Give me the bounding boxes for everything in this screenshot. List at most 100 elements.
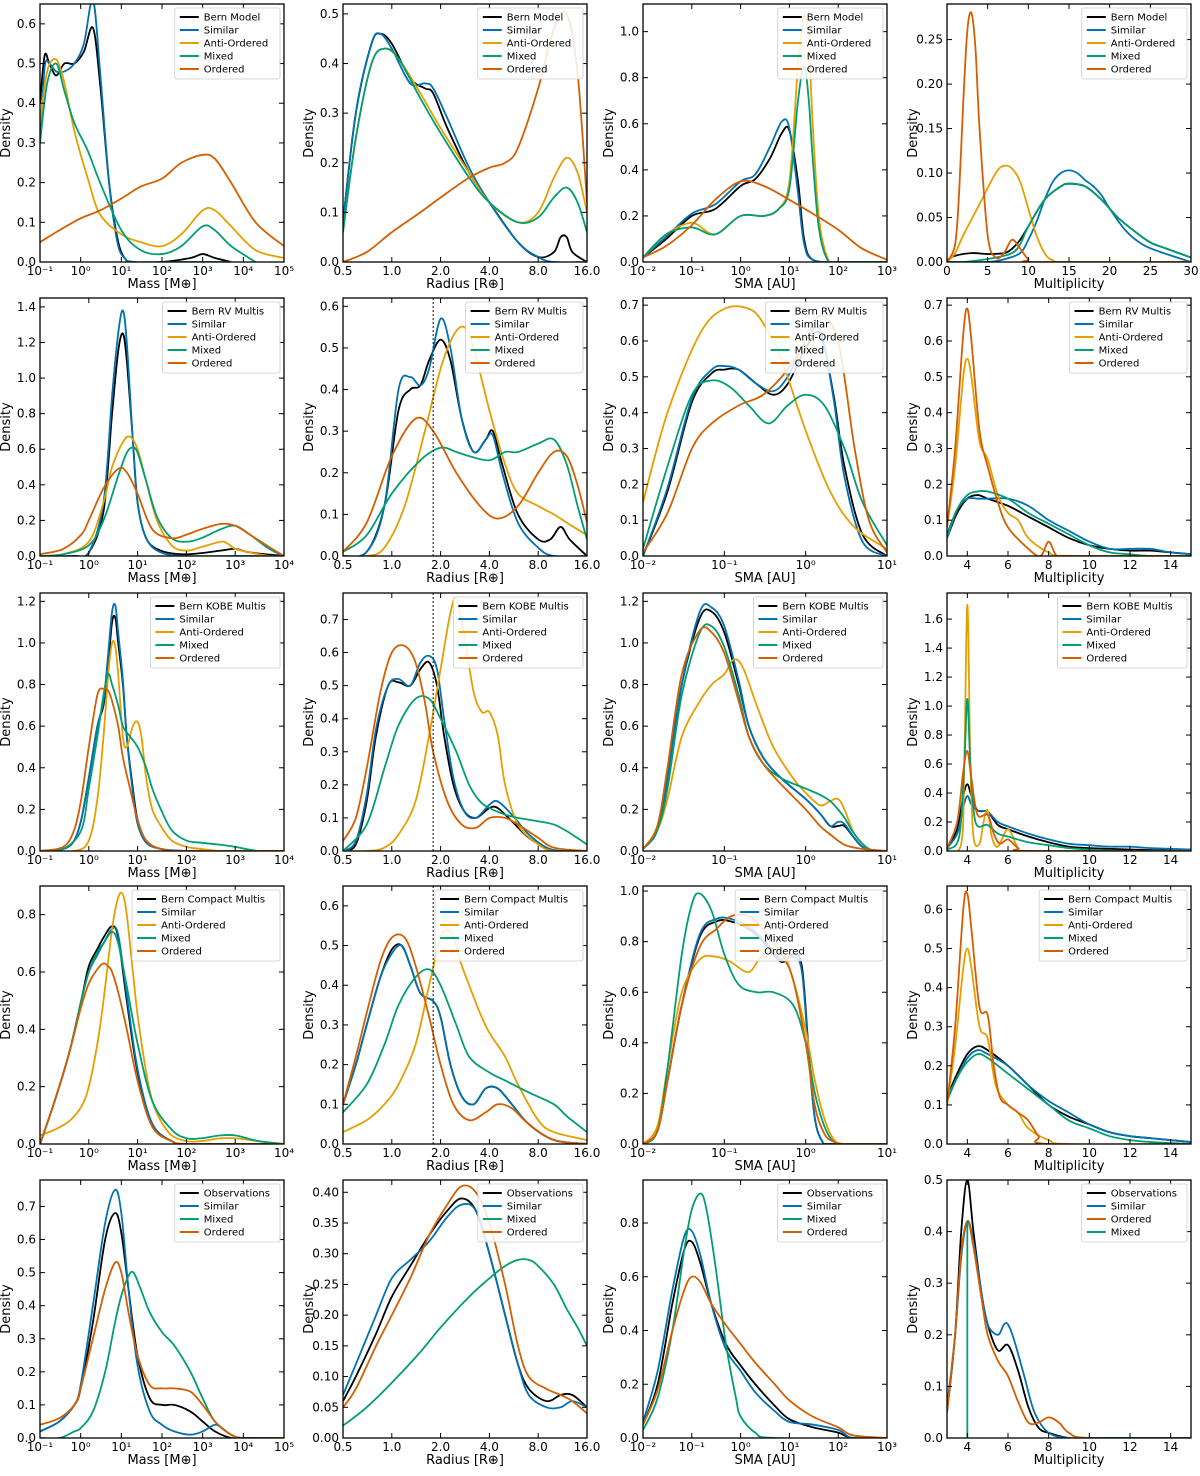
y-tick-label: 0.15 xyxy=(916,122,943,136)
x-tick-label: 16.0 xyxy=(574,1440,601,1454)
legend-box xyxy=(477,1183,584,1243)
series-line-ordered xyxy=(947,750,1191,851)
series-line-ordered xyxy=(947,890,1191,1144)
y-tick-label: 1.0 xyxy=(924,699,943,713)
axes-frame xyxy=(342,885,588,1145)
x-tick-label: 10⁰ xyxy=(796,1146,816,1160)
legend-label-similar: Similar xyxy=(204,26,240,37)
x-tick-label: 10 xyxy=(1082,853,1097,867)
legend: Bern Model Similar Anti-Ordered Mixed Ordere… xyxy=(477,7,584,80)
legend: Bern Compact Multis Similar Anti-Ordered Mi… xyxy=(734,889,884,962)
y-tick-label: 0.0 xyxy=(924,549,943,563)
y-tick-label: 0.2 xyxy=(620,209,639,223)
x-tick-label: 10¹ xyxy=(877,1146,897,1160)
x-tick-label: 16.0 xyxy=(574,853,601,867)
x-axis-label: Mass [M⊕] xyxy=(127,1453,196,1468)
y-tick-label: 0.5 xyxy=(620,370,639,384)
x-tick-label: 10⁻² xyxy=(630,853,657,867)
legend-box xyxy=(174,7,281,80)
y-tick-label: 0.5 xyxy=(924,1173,943,1187)
legend-label-ordered: Ordered xyxy=(807,65,848,76)
x-tick-label: 16.0 xyxy=(574,558,601,572)
y-tick-label: 0.4 xyxy=(620,163,639,177)
legend-label-ordered: Ordered xyxy=(161,947,202,958)
legend: Bern Model Similar Anti-Ordered Mixed Ordere… xyxy=(174,7,281,80)
chart-panel-r4c1: 0.5 1.0 2.0 4.0 8.0 16.0 0.00 0.05 0.10 0.15 0.20 0… xyxy=(302,1179,601,1468)
y-tick-label: 0.6 xyxy=(620,985,639,999)
chart-panel-r0c3: 0 5 10 15 20 25 30 0.00 0.05 0.10 0.15 0.20 0.25 Mult… xyxy=(906,3,1199,292)
y-tick-label: 0.0 xyxy=(620,1137,639,1151)
x-tick-label: 10⁵ xyxy=(274,264,294,278)
legend-label-anti-ordered: Anti-Ordered xyxy=(1068,921,1132,932)
series-line-bern-kobe-multis xyxy=(947,783,1191,851)
axes-frame xyxy=(946,1179,1192,1439)
y-axis-label: Density xyxy=(602,697,617,747)
y-tick-label: 0.5 xyxy=(924,370,943,384)
legend-label-ordered: Ordered xyxy=(204,65,245,76)
y-tick-label: 1.0 xyxy=(17,636,36,650)
legend-label-anti-ordered: Anti-Ordered xyxy=(507,39,571,50)
y-tick-label: 0.1 xyxy=(320,507,339,521)
legend-label-similar: Similar xyxy=(192,320,228,331)
legend-label-similar: Similar xyxy=(161,908,197,919)
y-tick-label: 0.8 xyxy=(17,678,36,692)
series-line-similar xyxy=(643,118,887,262)
x-tick-label: 10¹ xyxy=(779,264,799,278)
axes-frame xyxy=(342,1179,588,1439)
x-tick-label: 2.0 xyxy=(431,853,450,867)
legend-label-mixed: Mixed xyxy=(204,52,234,63)
x-axis-label: Multiplicity xyxy=(1034,1159,1105,1174)
y-tick-label: 0.4 xyxy=(620,1324,639,1338)
legend-label-ordered: Ordered xyxy=(1086,654,1127,665)
y-tick-label: 0.6 xyxy=(17,442,36,456)
y-axis-label: Density xyxy=(0,697,14,747)
series-line-similar xyxy=(343,32,587,262)
series-line-bern-rv-multis xyxy=(947,494,1191,556)
axes-frame xyxy=(642,885,888,1145)
series-line-mixed xyxy=(343,695,587,851)
y-tick-label: 0.3 xyxy=(924,1276,943,1290)
x-tick-label: 14 xyxy=(1163,853,1178,867)
y-tick-label: 0.3 xyxy=(17,136,36,150)
series-line-mixed xyxy=(643,65,887,262)
series-line-similar xyxy=(947,1049,1191,1143)
legend: Bern RV Multis Similar Anti-Ordered Mixed Or… xyxy=(1069,301,1188,374)
y-axis-label: Density xyxy=(906,697,921,747)
y-tick-label: 0.20 xyxy=(916,77,943,91)
y-tick-label: 0.2 xyxy=(17,1080,36,1094)
series-line-ordered xyxy=(947,11,1191,262)
x-axis-label: SMA [AU] xyxy=(734,866,795,881)
axes-frame xyxy=(39,297,285,557)
x-tick-label: 10³ xyxy=(193,1440,213,1454)
y-tick-label: 0.2 xyxy=(620,477,639,491)
series-line-anti-ordered xyxy=(643,948,887,1144)
chart-panel-r0c1: 0.5 1.0 2.0 4.0 8.0 16.0 0.0 0.1 0.2 0.3 0.4 0.5 Rad… xyxy=(302,3,600,292)
y-tick-label: 0.5 xyxy=(320,341,339,355)
x-tick-label: 10¹ xyxy=(111,1440,131,1454)
series-line-mixed xyxy=(643,379,887,550)
x-tick-label: 10² xyxy=(176,1146,196,1160)
y-tick-label: 0.0 xyxy=(320,549,339,563)
y-tick-label: 1.2 xyxy=(17,594,36,608)
y-tick-label: 0.1 xyxy=(620,513,639,527)
legend-label-bern-rv-multis: Bern RV Multis xyxy=(1099,307,1172,318)
x-tick-label: 0.5 xyxy=(333,264,352,278)
legend-box xyxy=(452,596,584,669)
legend: Observations Similar Mixed Ordered xyxy=(477,1183,584,1243)
series-line-mixed xyxy=(947,489,1191,556)
y-tick-label: 0.10 xyxy=(916,166,943,180)
y-tick-label: 0.5 xyxy=(924,942,943,956)
legend-label-bern-compact-multis: Bern Compact Multis xyxy=(464,895,568,906)
y-tick-label: 0.5 xyxy=(320,7,339,21)
x-tick-label: 10⁰ xyxy=(71,264,91,278)
y-tick-label: 0.00 xyxy=(312,1431,339,1445)
y-axis-label: Density xyxy=(302,108,317,158)
x-tick-label: 1.0 xyxy=(382,853,401,867)
y-tick-label: 0.0 xyxy=(17,1137,36,1151)
x-tick-label: 10¹ xyxy=(779,1440,799,1454)
y-tick-label: 1.2 xyxy=(17,335,36,349)
y-tick-label: 0.15 xyxy=(312,1339,339,1353)
legend-label-bern-kobe-multis: Bern KOBE Multis xyxy=(1086,602,1172,613)
x-tick-label: 1.0 xyxy=(382,1440,401,1454)
series-line-ordered xyxy=(40,962,284,1144)
